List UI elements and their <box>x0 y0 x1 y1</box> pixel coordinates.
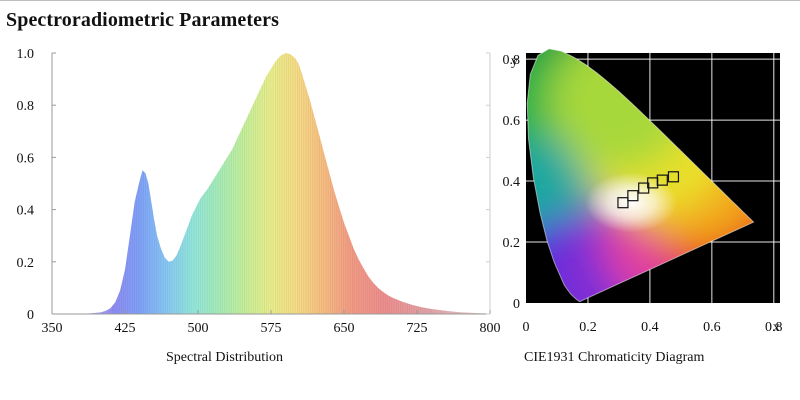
cie-y-tick-label: 0.4 <box>503 175 521 190</box>
spd-x-tick-label: 800 <box>480 321 501 336</box>
spd-y-tick-label: 0.4 <box>17 204 35 219</box>
cie-y-axis-label: y <box>511 54 518 69</box>
cie-y-tick-label: 0.6 <box>503 114 521 129</box>
cie-measurement-marker <box>667 171 680 183</box>
spd-y-tick-label: 0.2 <box>17 256 35 271</box>
spd-x-tick-label: 650 <box>334 321 355 336</box>
cie-measurement-marker <box>656 174 668 186</box>
spd-y-tick-label: 0.6 <box>17 151 35 166</box>
cie-x-tick-label: 0.6 <box>703 320 721 335</box>
cie-y-tick-label: 0.8 <box>503 53 521 68</box>
spectrum-area-hatching <box>81 53 490 314</box>
cie-white-point-glow <box>585 172 678 233</box>
spd-y-tick-label: 0 <box>27 308 34 323</box>
cie-y-tick-label: 0.2 <box>503 236 521 251</box>
cie-measurement-marker <box>627 190 639 202</box>
spectral-distribution-chart: 350 425 500 575 650 725 800 0 0.2 0.4 0.6 0.8 1.0 <box>17 47 501 336</box>
cie-y-tick-label: 0 <box>513 297 520 312</box>
spd-x-tick-label: 350 <box>42 321 63 336</box>
spd-y-tick-label: 1.0 <box>17 47 35 62</box>
cie-x-tick-label: 0 <box>523 320 530 335</box>
cie-x-tick-label: 0.4 <box>641 320 659 335</box>
cie-x-axis-label: x <box>773 320 780 335</box>
spd-x-tick-label: 575 <box>261 321 282 336</box>
spd-x-tick-label: 425 <box>115 321 136 336</box>
spd-x-tick-label: 725 <box>407 321 428 336</box>
spd-y-tick-label: 0.8 <box>17 99 35 114</box>
cie-x-tick-label: 0.2 <box>579 320 597 335</box>
cie-x-tick-label: 0.8 <box>765 320 783 335</box>
page-title: Spectroradiometric Parameters <box>6 9 279 31</box>
cie-diagram-caption: CIE1931 Chromaticity Diagram <box>524 350 705 365</box>
cie-spectral-locus <box>526 48 755 302</box>
spectral-distribution-caption: Spectral Distribution <box>166 350 284 365</box>
top-divider-line <box>0 0 800 1</box>
cie-measurement-marker <box>617 197 629 209</box>
cie1931-chromaticity-chart: 0 0.2 0.4 0.6 0.800.20.40.60.8xy <box>503 48 783 335</box>
spd-x-tick-label: 500 <box>188 321 209 336</box>
